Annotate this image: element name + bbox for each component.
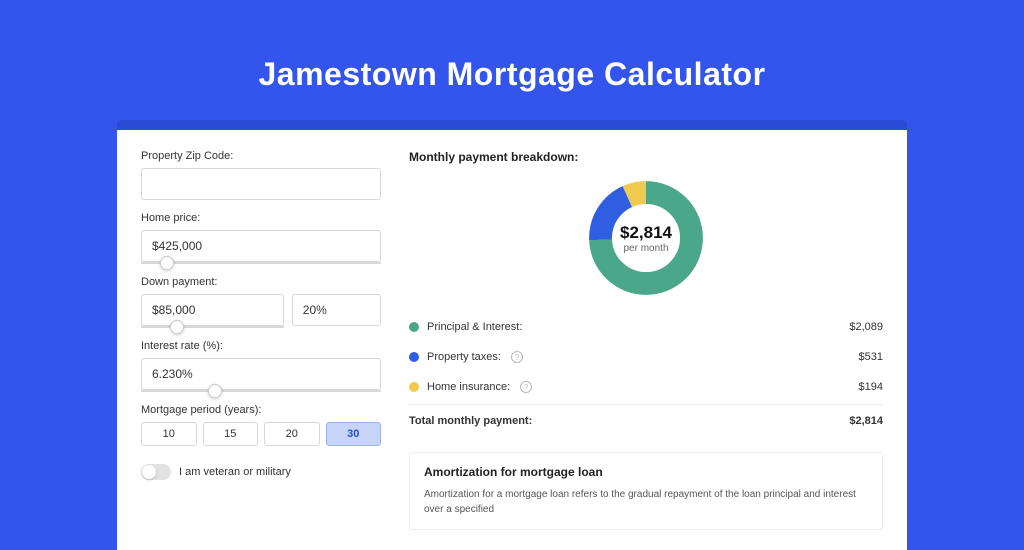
veteran-toggle-knob (142, 465, 156, 479)
legend-row: Principal & Interest: $2,089 (409, 312, 883, 342)
veteran-label: I am veteran or military (179, 466, 291, 478)
page-title: Jamestown Mortgage Calculator (0, 0, 1024, 125)
legend-left: Principal & Interest: (409, 321, 522, 333)
period-block: Mortgage period (years): 10152030 (141, 404, 381, 446)
legend-value: $2,089 (849, 321, 883, 333)
breakdown-title: Monthly payment breakdown: (409, 150, 883, 164)
amortization-text: Amortization for a mortgage loan refers … (424, 487, 868, 517)
total-value: $2,814 (849, 415, 883, 427)
home-price-input[interactable] (141, 230, 381, 262)
interest-rate-slider[interactable] (141, 390, 381, 392)
interest-rate-block: Interest rate (%): (141, 340, 381, 392)
down-payment-pct-input[interactable] (292, 294, 381, 326)
total-left: Total monthly payment: (409, 415, 532, 427)
period-btn-20[interactable]: 20 (264, 422, 320, 446)
total-row: Total monthly payment: $2,814 (409, 404, 883, 436)
home-price-slider-thumb[interactable] (160, 256, 174, 270)
legend-value: $194 (859, 381, 883, 393)
down-payment-slider[interactable] (141, 326, 284, 328)
calculator-card: Property Zip Code: Home price: Down paym… (117, 130, 907, 550)
period-row: 10152030 (141, 422, 381, 446)
legend-dot (409, 322, 419, 332)
donut-amount: $2,814 (620, 223, 672, 243)
period-btn-10[interactable]: 10 (141, 422, 197, 446)
legend-left: Home insurance:? (409, 381, 532, 393)
home-price-slider[interactable] (141, 262, 381, 264)
zip-label: Property Zip Code: (141, 150, 381, 162)
legend-row: Home insurance:? $194 (409, 372, 883, 402)
veteran-row: I am veteran or military (141, 464, 381, 480)
payment-donut-chart: $2,814 per month (586, 178, 706, 298)
period-btn-15[interactable]: 15 (203, 422, 259, 446)
dp-pct-wrap (292, 294, 381, 328)
donut-center: $2,814 per month (586, 178, 706, 298)
interest-rate-label: Interest rate (%): (141, 340, 381, 352)
legend-row: Property taxes:? $531 (409, 342, 883, 372)
home-price-block: Home price: (141, 212, 381, 264)
donut-sub: per month (623, 243, 668, 254)
breakdown-column: Monthly payment breakdown: $2,814 per mo… (409, 150, 883, 530)
legend-dot (409, 382, 419, 392)
legend-dot (409, 352, 419, 362)
info-icon[interactable]: ? (520, 381, 532, 393)
total-label: Total monthly payment: (409, 415, 532, 427)
legend-value: $531 (859, 351, 883, 363)
interest-rate-input[interactable] (141, 358, 381, 390)
legend-label: Home insurance: (427, 381, 510, 393)
home-price-label: Home price: (141, 212, 381, 224)
down-payment-row (141, 294, 381, 328)
down-payment-label: Down payment: (141, 276, 381, 288)
interest-rate-slider-thumb[interactable] (208, 384, 222, 398)
period-btn-30[interactable]: 30 (326, 422, 382, 446)
legend-label: Principal & Interest: (427, 321, 522, 333)
legend-label: Property taxes: (427, 351, 501, 363)
info-icon[interactable]: ? (511, 351, 523, 363)
legend: Principal & Interest: $2,089 Property taxe… (409, 312, 883, 402)
form-column: Property Zip Code: Home price: Down paym… (141, 150, 381, 530)
legend-left: Property taxes:? (409, 351, 523, 363)
page-root: Jamestown Mortgage Calculator Property Z… (0, 0, 1024, 512)
donut-wrap: $2,814 per month (409, 172, 883, 312)
card-wrap: Property Zip Code: Home price: Down paym… (117, 120, 907, 550)
down-payment-slider-thumb[interactable] (170, 320, 184, 334)
zip-field-block: Property Zip Code: (141, 150, 381, 200)
down-payment-amount-input[interactable] (141, 294, 284, 326)
down-payment-block: Down payment: (141, 276, 381, 328)
amortization-card: Amortization for mortgage loan Amortizat… (409, 452, 883, 530)
dp-amount-wrap (141, 294, 284, 328)
veteran-toggle[interactable] (141, 464, 171, 480)
period-label: Mortgage period (years): (141, 404, 381, 416)
zip-input[interactable] (141, 168, 381, 200)
amortization-title: Amortization for mortgage loan (424, 465, 868, 479)
